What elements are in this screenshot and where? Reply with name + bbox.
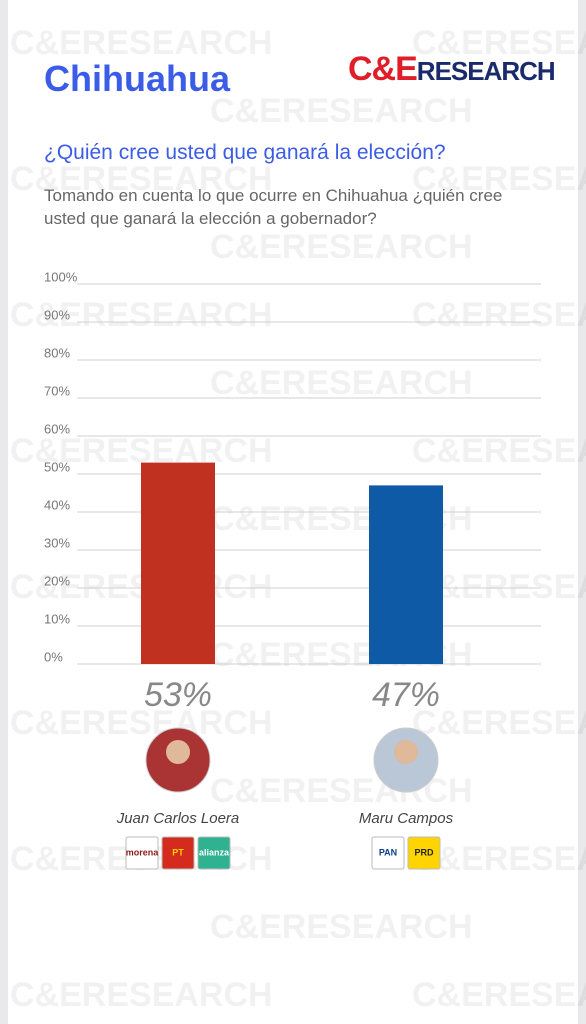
y-tick-label: 100% [44, 269, 78, 284]
watermark: C&ERESEARCH [412, 840, 586, 878]
party-name: PT [172, 847, 184, 857]
bar [141, 462, 215, 664]
value-label: 47% [372, 676, 440, 714]
watermark: C&ERESEARCH [10, 24, 273, 62]
party-name: morena [126, 847, 160, 857]
party-logo [407, 836, 441, 870]
y-tick-label: 20% [44, 573, 70, 588]
watermark: C&ERESEARCH [10, 976, 273, 1014]
candidate-face [394, 740, 418, 764]
candidate-face [166, 740, 190, 764]
title: Chihuahua [44, 58, 230, 99]
candidate-name: Maru Campos [359, 810, 454, 827]
watermark: C&ERESEARCH [10, 704, 273, 742]
y-tick-label: 80% [44, 345, 70, 360]
watermark: C&ERESEARCH [412, 432, 586, 470]
watermark: C&ERESEARCH [210, 364, 473, 402]
value-label: 53% [144, 676, 212, 714]
y-tick-label: 30% [44, 535, 70, 550]
y-tick-label: 40% [44, 497, 70, 512]
party-logo [371, 836, 405, 870]
bar [369, 485, 443, 664]
watermark: C&ERESEARCH [10, 296, 273, 334]
watermark: C&ERESEARCH [10, 160, 273, 198]
watermark: C&ERESEARCH [412, 296, 586, 334]
watermark: C&ERESEARCH [412, 24, 586, 62]
party-name: PAN [379, 847, 397, 857]
subtitle: Tomando en cuenta lo que ocurre en Chihu… [44, 186, 503, 228]
candidate-name: Juan Carlos Loera [116, 810, 240, 827]
party-logo [161, 836, 195, 870]
watermark: C&ERESEARCH [412, 160, 586, 198]
brand-logo: C&ERESEARCH [348, 50, 556, 89]
watermark: C&ERESEARCH [210, 908, 473, 946]
party-name: PRD [414, 847, 434, 857]
watermark: C&ERESEARCH [412, 976, 586, 1014]
brand-left: C&E [348, 50, 418, 88]
party-logo [125, 836, 159, 870]
brand-right: RESEARCH [416, 56, 556, 86]
party-logo [197, 836, 231, 870]
y-tick-label: 0% [44, 649, 63, 664]
watermark: C&ERESEARCH [210, 92, 473, 130]
y-tick-label: 10% [44, 611, 70, 626]
y-tick-label: 60% [44, 421, 70, 436]
watermark: C&ERESEARCH [412, 704, 586, 742]
party-name: alianza [199, 847, 230, 857]
question: ¿Quién cree usted que ganará la elección… [44, 141, 446, 164]
watermark: C&ERESEARCH [210, 228, 473, 266]
y-tick-label: 90% [44, 307, 70, 322]
y-tick-label: 70% [44, 383, 70, 398]
y-tick-label: 50% [44, 459, 70, 474]
